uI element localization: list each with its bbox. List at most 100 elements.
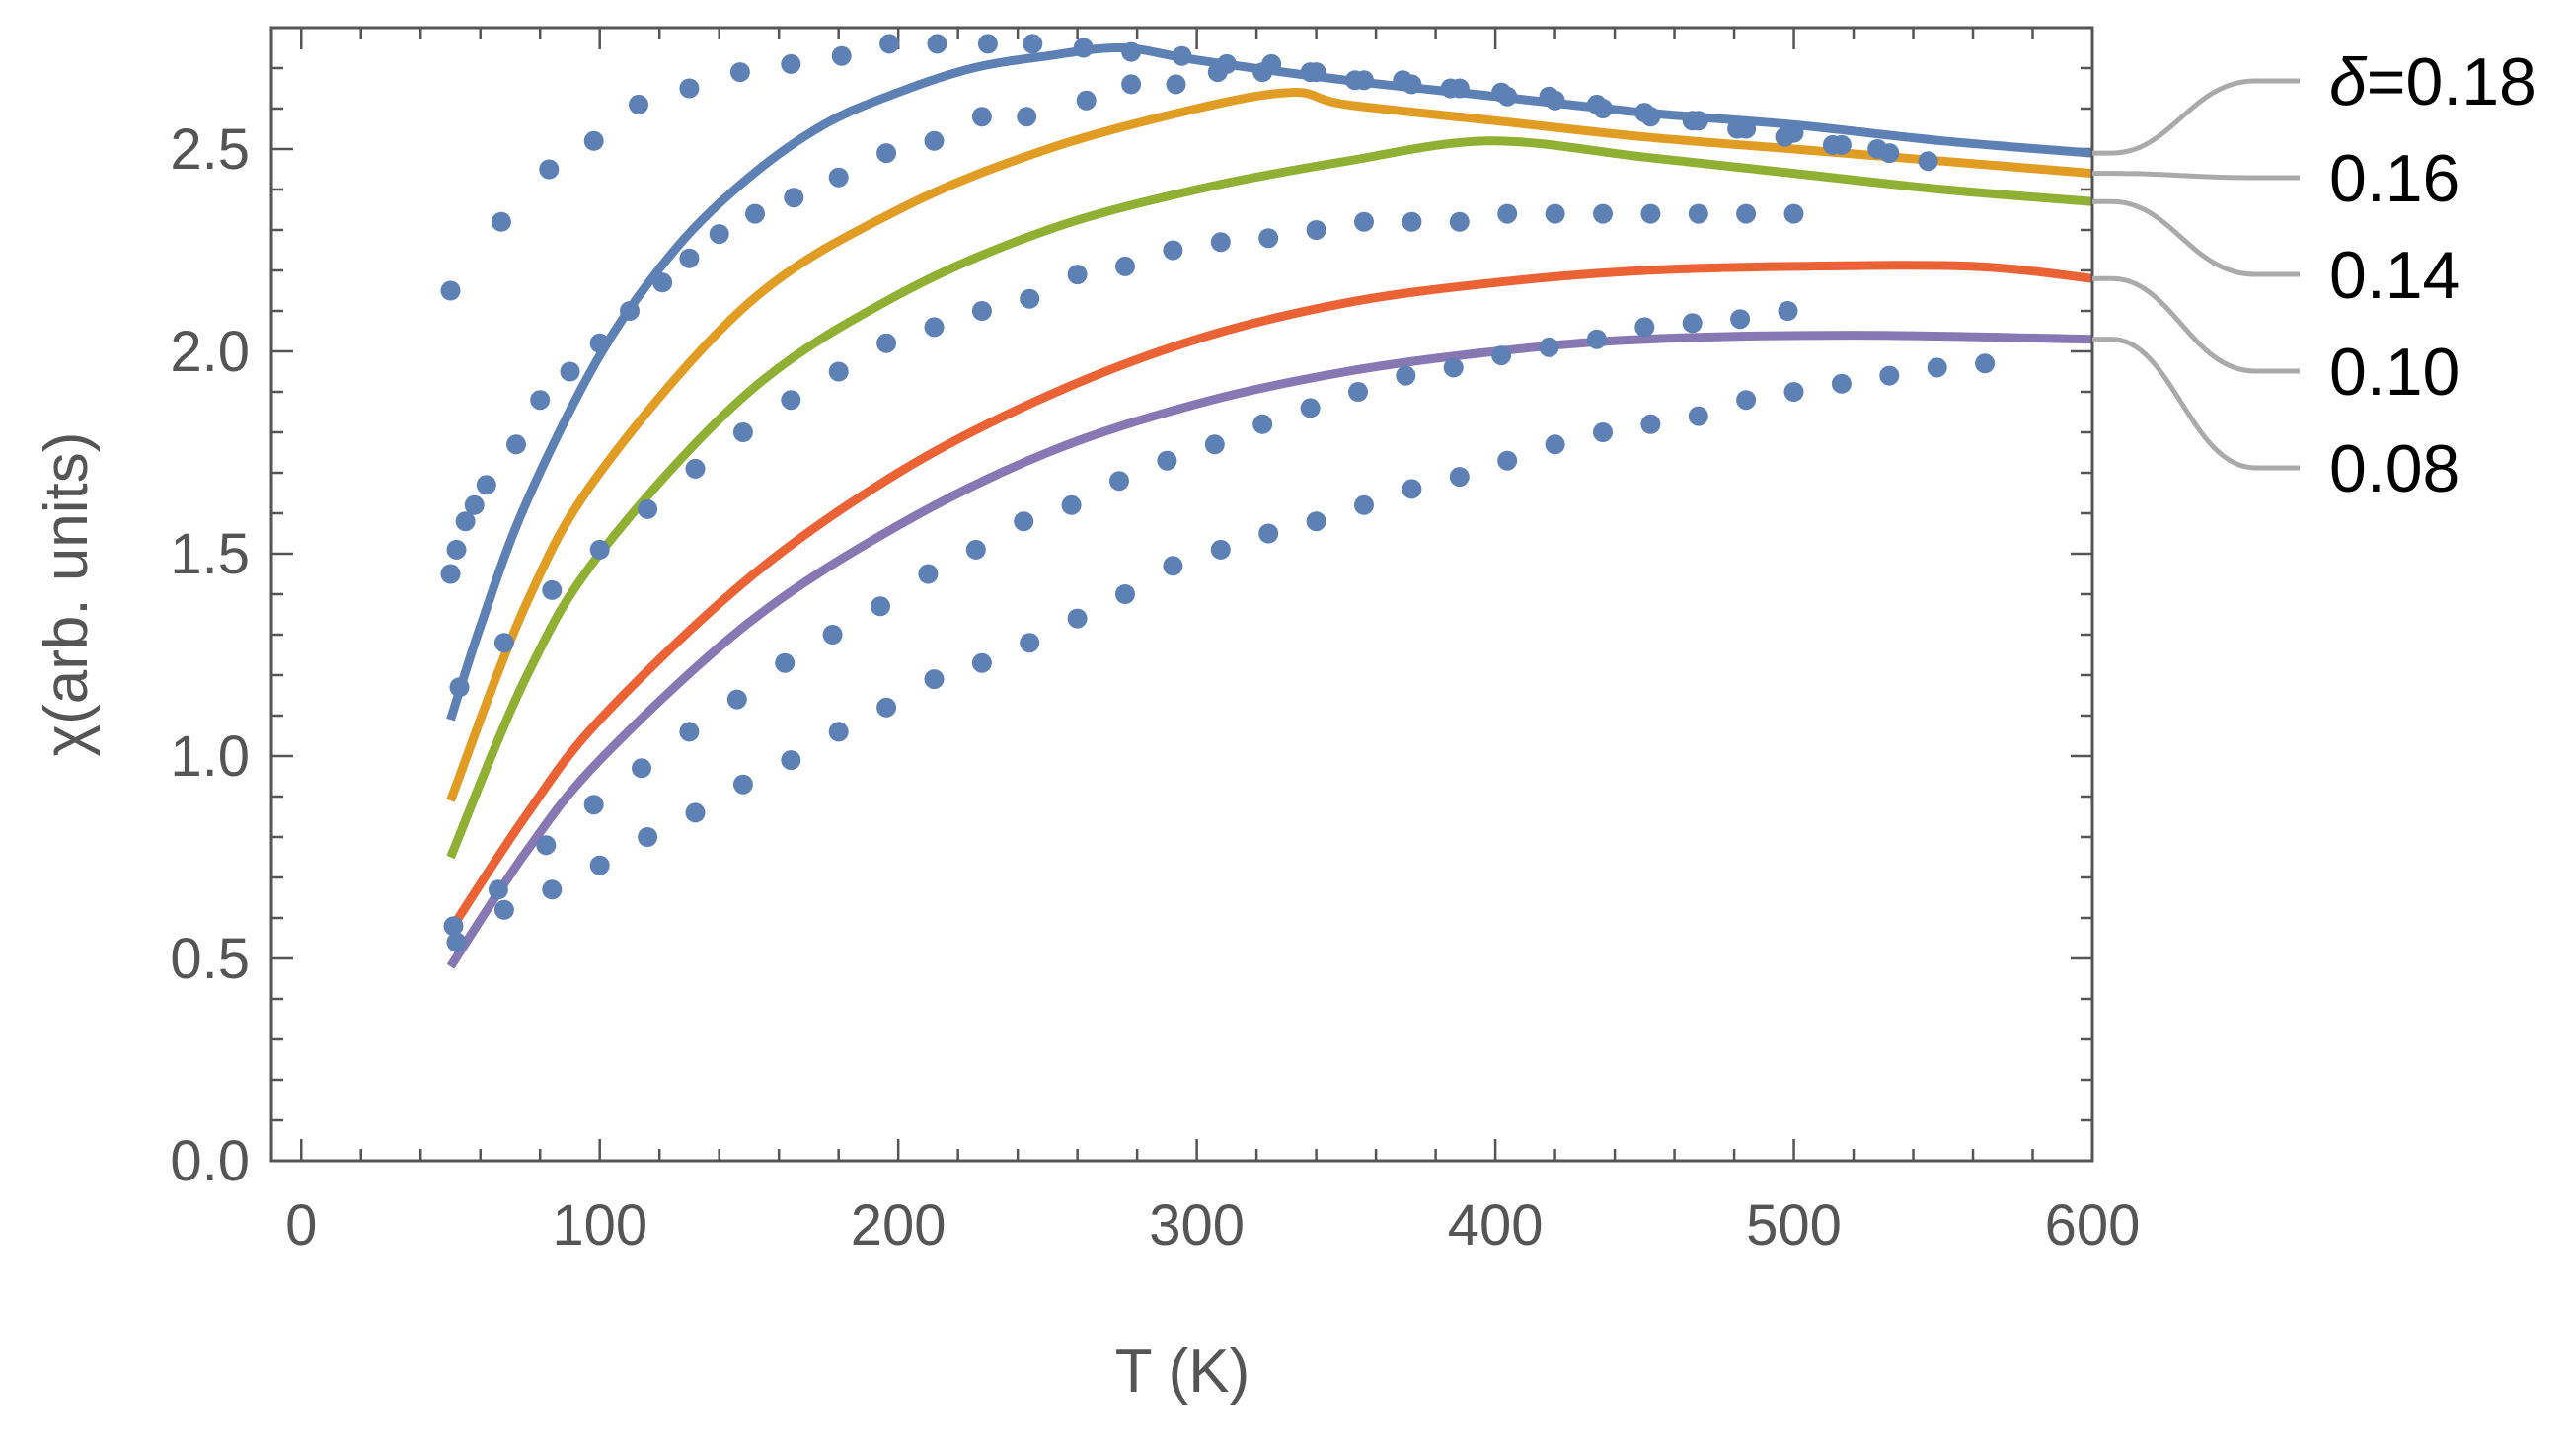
- data-point: [828, 167, 849, 188]
- data-point: [1634, 103, 1655, 123]
- data-point: [971, 107, 992, 127]
- data-point: [1449, 211, 1470, 232]
- data-point: [732, 774, 753, 795]
- series-line-0.08: [446, 331, 2093, 969]
- data-point: [977, 34, 998, 54]
- x-tick-label: 600: [2045, 1193, 2141, 1257]
- data-point: [1867, 139, 1888, 159]
- data-point: [1545, 203, 1565, 224]
- y-tick-label: 0.5: [170, 927, 250, 991]
- data-point: [589, 333, 610, 353]
- data-point: [965, 539, 986, 560]
- data-point: [1258, 523, 1279, 544]
- data-point: [1682, 111, 1703, 131]
- data-point: [1783, 203, 1804, 224]
- data-point: [542, 579, 563, 600]
- data-point: [539, 159, 560, 180]
- data-point: [781, 750, 801, 771]
- data-point: [589, 855, 610, 875]
- data-point: [491, 211, 511, 232]
- data-point: [1354, 211, 1374, 232]
- data-point: [775, 652, 796, 673]
- data-point: [1497, 450, 1518, 471]
- data-point: [1121, 74, 1142, 95]
- x-tick-label: 500: [1746, 1193, 1842, 1257]
- data-point: [1593, 422, 1613, 442]
- data-point: [1020, 633, 1040, 653]
- legend-label: 0.10: [2329, 335, 2460, 410]
- data-point: [1252, 62, 1273, 83]
- data-point: [1736, 203, 1757, 224]
- data-point: [828, 722, 849, 742]
- data-point: [446, 932, 467, 952]
- data-point: [536, 835, 557, 856]
- data-point: [1067, 265, 1088, 285]
- data-point: [781, 53, 801, 74]
- labels-layer: 0 100 200 300 400 500 600 0.0 0.5 1.0 1.5 2.0 2.5: [170, 117, 2140, 1257]
- data-point: [632, 758, 651, 779]
- legend-value: =0.18: [2367, 44, 2537, 119]
- data-point: [1207, 62, 1228, 83]
- data-point: [1163, 240, 1183, 261]
- data-point: [449, 677, 470, 698]
- data-point: [1682, 313, 1703, 334]
- data-point: [1879, 365, 1900, 386]
- legend-leader-line: [2092, 171, 2300, 181]
- data-point: [589, 539, 610, 560]
- data-point: [530, 390, 551, 411]
- data-point: [1115, 256, 1135, 276]
- data-point: [876, 333, 897, 353]
- data-point: [1640, 203, 1661, 224]
- series-line-0.18: [446, 42, 2093, 722]
- data-point: [1300, 62, 1321, 83]
- x-tick-label: 200: [851, 1193, 947, 1257]
- data-point: [822, 625, 843, 645]
- x-tick-label: 400: [1448, 1193, 1544, 1257]
- plot-frame: [269, 26, 2094, 1163]
- data-point: [1831, 373, 1852, 394]
- data-point: [1927, 357, 1947, 378]
- data-point: [1634, 317, 1655, 338]
- data-point: [464, 494, 485, 515]
- data-point: [828, 361, 849, 382]
- data-point: [1121, 41, 1142, 62]
- data-point: [455, 511, 476, 532]
- data-point: [1204, 434, 1225, 455]
- data-point: [879, 34, 900, 54]
- y-tick-label: 1.0: [170, 724, 250, 789]
- data-point: [440, 280, 461, 301]
- data-point: [924, 317, 945, 338]
- x-tick-label: 0: [285, 1193, 317, 1257]
- data-point: [1396, 365, 1416, 386]
- data-point: [876, 697, 897, 718]
- data-point: [1783, 382, 1804, 402]
- data-point: [1348, 382, 1368, 402]
- data-point: [1491, 82, 1512, 103]
- x-tick-label: 300: [1149, 1193, 1245, 1257]
- data-point: [1778, 301, 1798, 321]
- data-point: [1449, 467, 1470, 488]
- legend-label: 0.16: [2329, 141, 2460, 216]
- data-point: [732, 422, 753, 442]
- data-point: [493, 899, 514, 920]
- x-tick-label: 100: [552, 1193, 647, 1257]
- data-point: [1443, 357, 1464, 378]
- data-point: [1210, 539, 1231, 560]
- y-tick-label: 0.0: [170, 1129, 250, 1193]
- data-point: [924, 130, 945, 151]
- data-point: [685, 802, 706, 823]
- points-layer: [440, 34, 1996, 952]
- data-point: [652, 272, 673, 293]
- data-point: [1067, 608, 1088, 629]
- data-point: [1172, 45, 1192, 66]
- y-tick-label: 2.5: [170, 117, 250, 182]
- data-point: [1157, 450, 1177, 471]
- data-point: [1402, 211, 1422, 232]
- data-point: [638, 498, 658, 519]
- data-point: [726, 689, 747, 710]
- data-point: [1539, 86, 1559, 107]
- data-point: [876, 143, 897, 164]
- data-point: [1586, 329, 1607, 349]
- data-point: [440, 564, 461, 584]
